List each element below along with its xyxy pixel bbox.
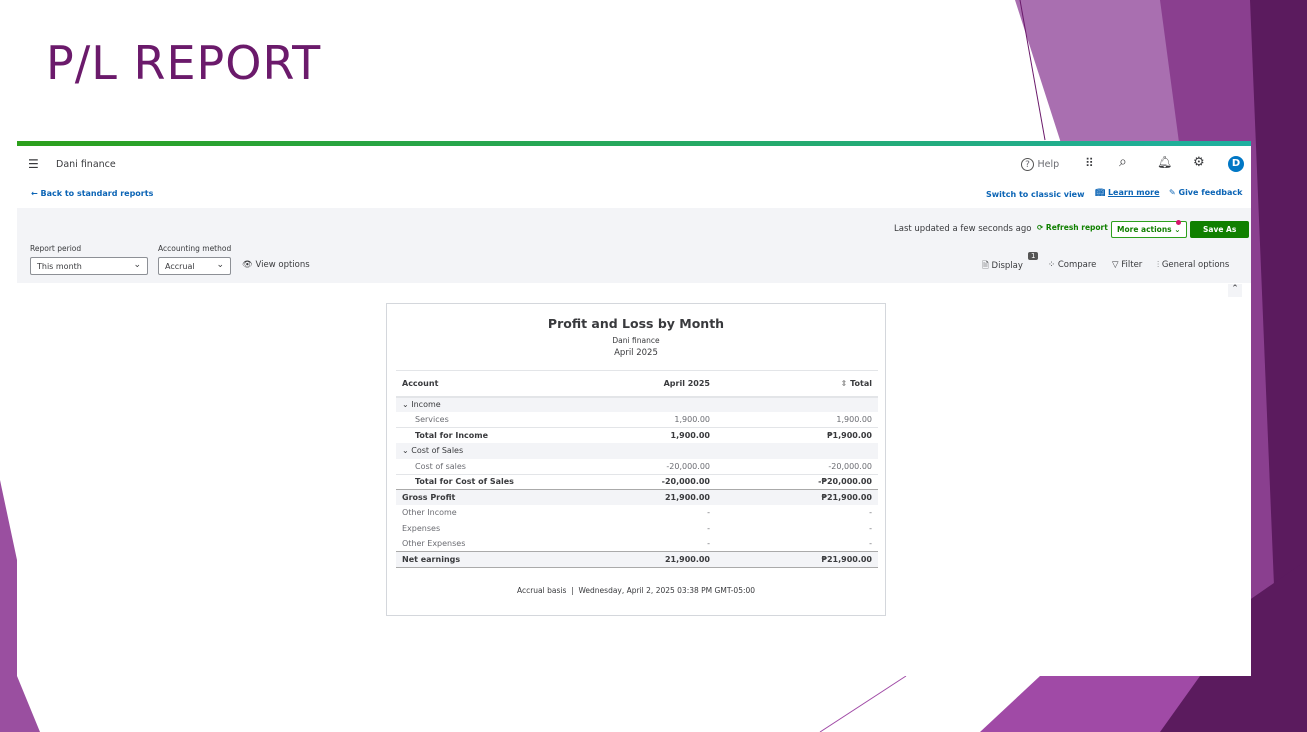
chevron-down-icon: ⌄ <box>216 260 224 270</box>
filter-icon: ▽ <box>1112 260 1119 270</box>
table-row: Other Expenses - - <box>402 539 872 548</box>
app-screenshot: ☰ Dani finance ? Help ⠿ ⌕ 🔔︎ ⚙ D ← Back … <box>17 141 1251 676</box>
general-options-button[interactable]: ⫶ General options <box>1157 260 1230 270</box>
report-footer: Accrual basis | Wednesday, April 2, 2025… <box>516 586 756 595</box>
report-period-select[interactable]: This month ⌄ <box>30 257 148 275</box>
document-icon: 🗎 <box>982 261 989 271</box>
table-row: Expenses - - <box>402 523 872 533</box>
gear-icon[interactable]: ⚙ <box>1193 155 1205 170</box>
learn-more-link[interactable]: 📖︎ Learn more <box>1095 188 1160 197</box>
save-as-button[interactable]: Save As <box>1190 221 1250 238</box>
view-options-button[interactable]: 👁︎ View options <box>242 260 310 270</box>
apps-grid-icon[interactable]: ⠿ <box>1085 156 1094 170</box>
chevron-down-icon: ⌄ <box>402 400 409 410</box>
slide-title: P/L REPORT <box>46 36 322 90</box>
menu-icon[interactable]: ☰ <box>28 157 39 171</box>
search-icon[interactable]: ⌕ <box>1119 154 1127 170</box>
table-header: Account April 2025 ⇕ Total <box>396 370 878 398</box>
table-row: Total for Cost of Sales -20,000.00 -₱20,00… <box>396 473 878 490</box>
report-company: Dani finance <box>612 336 660 345</box>
display-badge: 1 <box>1028 252 1039 260</box>
more-actions-button[interactable]: More actions ⌄ <box>1111 221 1187 238</box>
accounting-method-select[interactable]: Accrual ⌄ <box>158 257 231 275</box>
report-table: Account April 2025 ⇕ Total ⌄ Income Servic… <box>396 370 878 568</box>
refresh-icon: ⟳ <box>1037 223 1044 232</box>
sort-icon: ⇕ <box>840 378 848 388</box>
report-period: April 2025 <box>614 348 658 358</box>
chevron-down-icon: ⌄ <box>402 446 409 456</box>
back-link[interactable]: ← Back to standard reports <box>31 189 154 198</box>
feedback-link[interactable]: ✎ Give feedback <box>1169 188 1243 197</box>
report-toolbar: Last updated a few seconds ago ⟳ Refresh… <box>17 208 1251 283</box>
table-row: ⌄ Cost of Sales <box>396 443 878 459</box>
report-card: Profit and Loss by Month Dani finance Ap… <box>386 303 886 616</box>
last-updated: Last updated a few seconds ago <box>894 224 1032 234</box>
table-row: Other Income - - <box>402 508 872 518</box>
classic-view-link[interactable]: Switch to classic view <box>986 190 1085 199</box>
avatar[interactable]: D <box>1228 156 1244 172</box>
collapse-chevron-up-icon[interactable]: ⌃ <box>1228 284 1242 297</box>
report-period-label: Report period <box>30 244 82 253</box>
table-row: ⌄ Income <box>396 396 878 412</box>
table-row: Total for Income 1,900.00 ₱1,900.00 <box>396 427 878 443</box>
col-account[interactable]: Account <box>396 370 618 398</box>
feedback-icon: ✎ <box>1169 188 1176 197</box>
sliders-icon: ⫶ <box>1157 260 1160 270</box>
accounting-method-label: Accounting method <box>158 244 232 253</box>
col-total[interactable]: ⇕ Total <box>716 370 878 398</box>
refresh-button[interactable]: ⟳ Refresh report <box>1037 223 1108 232</box>
filter-button[interactable]: ▽ Filter <box>1112 260 1143 270</box>
table-row: Gross Profit 21,900.00 ₱21,900.00 <box>396 489 878 505</box>
report-title: Profit and Loss by Month <box>547 316 725 331</box>
chevron-down-icon: ⌄ <box>1174 225 1181 234</box>
table-row: Net earnings 21,900.00 ₱21,900.00 <box>396 551 878 568</box>
notification-dot <box>1176 220 1181 225</box>
company-name: Dani finance <box>56 159 116 170</box>
help-icon: ? <box>1021 158 1034 171</box>
col-april[interactable]: April 2025 <box>618 370 716 398</box>
table-row: Services 1,900.00 1,900.00 <box>415 415 872 424</box>
compare-icon: ⁘ <box>1048 260 1056 270</box>
brand-bar <box>17 141 1251 146</box>
eye-icon: 👁︎ <box>242 260 253 270</box>
compare-button[interactable]: ⁘ Compare <box>1048 260 1097 270</box>
chevron-down-icon: ⌄ <box>133 260 141 270</box>
display-button[interactable]: 🗎 Display <box>982 261 1023 271</box>
book-icon: 📖︎ <box>1095 188 1106 197</box>
bell-icon[interactable]: 🔔︎ <box>1157 155 1173 169</box>
table-row: Cost of sales -20,000.00 -20,000.00 <box>415 461 872 471</box>
help-button[interactable]: ? Help <box>1021 157 1059 171</box>
